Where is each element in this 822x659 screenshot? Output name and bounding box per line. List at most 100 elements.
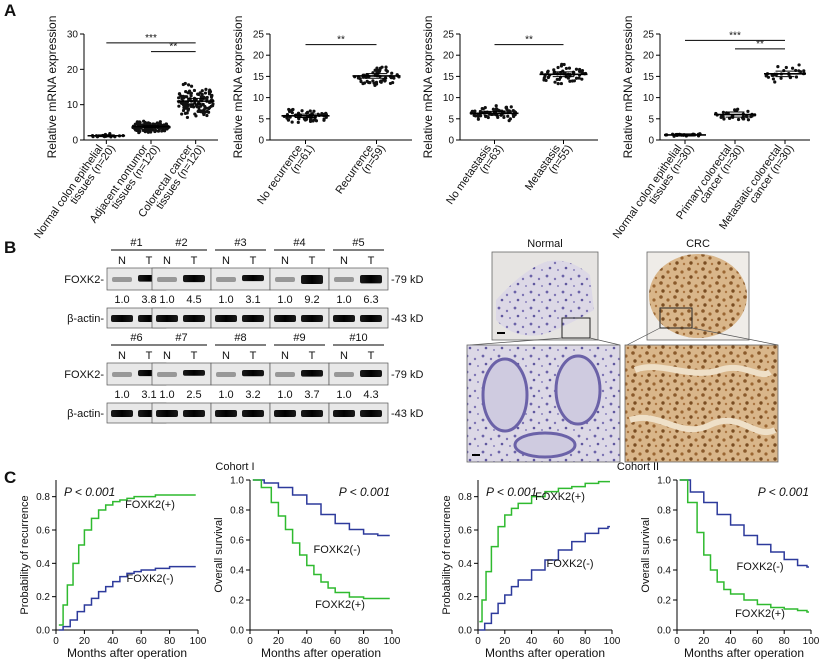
- sample-label: #9: [293, 332, 305, 344]
- x-tick-label: 80: [580, 636, 592, 647]
- data-point: [205, 95, 209, 100]
- y-tick-label: 0.4: [36, 559, 50, 570]
- km-curve-b: [679, 479, 809, 613]
- data-point: [158, 120, 162, 124]
- data-point: [209, 95, 214, 99]
- data-point: [746, 109, 750, 113]
- data-point: [794, 68, 798, 73]
- data-point: [141, 128, 145, 132]
- data-point: [553, 80, 557, 84]
- band-normal: [334, 277, 354, 282]
- x-tick-label: 20: [79, 636, 91, 647]
- band-normal: [275, 372, 295, 377]
- y-tick-label: 15: [443, 72, 455, 83]
- y-tick-label: 0: [72, 136, 78, 147]
- band-actin-tumor: [183, 315, 205, 322]
- data-point: [491, 107, 495, 111]
- data-point: [160, 129, 164, 133]
- band-normal: [112, 277, 132, 282]
- km-curve-b: [252, 479, 390, 600]
- y-tick-label: 0: [258, 136, 264, 147]
- data-point: [580, 69, 585, 73]
- data-point: [359, 79, 363, 84]
- series-label: FOXK2(+): [315, 599, 365, 611]
- data-point: [476, 117, 480, 121]
- data-point: [509, 105, 513, 109]
- significance-label: ***: [145, 33, 157, 44]
- data-point: [204, 87, 208, 91]
- lane-label-t: T: [309, 255, 316, 267]
- data-point: [208, 90, 213, 94]
- gland-crypt: [481, 357, 529, 433]
- y-tick-label: 0.0: [657, 626, 671, 637]
- band-normal: [275, 277, 295, 282]
- sample-label: #1: [130, 237, 142, 249]
- data-point: [367, 80, 371, 85]
- data-point: [546, 75, 550, 80]
- western-blot: #1N T1.0 3.8#2N T1.0 4.5#3N T1.0 3.1#4N T1.0 9.2…: [64, 237, 423, 424]
- data-point: [480, 106, 484, 111]
- x-tick-label: 100: [190, 636, 207, 647]
- x-tick-label: 0: [674, 636, 680, 647]
- y-axis-label: Probability of recurrence: [441, 495, 453, 614]
- data-point: [771, 77, 776, 81]
- band-tumor: [183, 370, 205, 376]
- data-point: [476, 114, 480, 119]
- data-point: [199, 110, 203, 114]
- lane-label-t: T: [146, 350, 153, 362]
- data-point: [378, 68, 382, 72]
- lane-label-n: N: [281, 350, 289, 362]
- y-tick-label: 0.0: [36, 626, 50, 637]
- data-point: [156, 129, 161, 133]
- data-point: [773, 80, 777, 84]
- data-point: [722, 117, 726, 121]
- data-point: [564, 66, 568, 71]
- panel-label-c: C: [4, 468, 16, 487]
- x-tick-label: 60: [330, 636, 342, 647]
- data-point: [203, 91, 208, 95]
- data-point: [389, 76, 393, 80]
- band-actin-normal: [215, 410, 237, 417]
- data-point: [356, 76, 361, 80]
- band-actin-normal: [111, 315, 133, 322]
- lane-label-t: T: [191, 350, 198, 362]
- series-label: FOXK2(+): [125, 499, 175, 511]
- ratio-normal: 1.0: [159, 389, 174, 401]
- y-tick-label: 0.2: [657, 596, 671, 607]
- data-point: [506, 114, 510, 118]
- data-point: [567, 66, 572, 70]
- x-tick-label: 40: [526, 636, 538, 647]
- data-point: [184, 89, 188, 94]
- data-point: [744, 114, 748, 119]
- data-point: [483, 106, 487, 110]
- data-point: [379, 80, 383, 84]
- band-normal: [216, 372, 236, 377]
- ratio-tumor: 3.8: [141, 294, 156, 306]
- data-point: [177, 104, 181, 108]
- x-axis-label: Months after operation: [261, 646, 381, 659]
- zoom-line: [589, 337, 621, 346]
- y-tick-label: 0.0: [458, 626, 472, 637]
- data-point: [556, 82, 560, 86]
- ratio-tumor: 3.1: [245, 294, 260, 306]
- lane-label-t: T: [368, 255, 375, 267]
- cohort-2-label: Cohort II: [617, 461, 659, 473]
- data-point: [719, 115, 723, 119]
- data-point: [779, 76, 783, 80]
- data-point: [204, 106, 209, 110]
- band-actin-tumor: [301, 410, 323, 417]
- band-actin-normal: [215, 315, 237, 322]
- lane-label-t: T: [309, 350, 316, 362]
- x-tick-label: 60: [136, 636, 148, 647]
- data-point: [198, 91, 202, 95]
- protein-kd: -79 kD: [391, 274, 423, 286]
- ratio-tumor: 4.3: [363, 389, 378, 401]
- band-actin-normal: [333, 315, 355, 322]
- lane-label-t: T: [191, 255, 198, 267]
- y-tick-label: 0.6: [230, 536, 244, 547]
- ratio-normal: 1.0: [218, 389, 233, 401]
